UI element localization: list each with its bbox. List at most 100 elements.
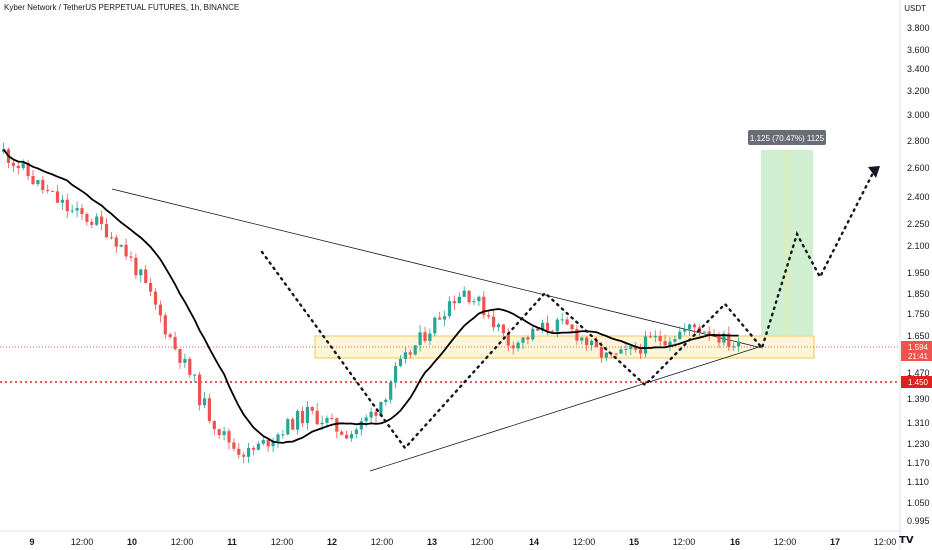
- candle-body: [423, 332, 427, 341]
- candle-body: [207, 398, 211, 422]
- tradingview-logo[interactable]: TV: [899, 535, 914, 546]
- time-tick-label: 13: [427, 537, 437, 547]
- candle-body: [722, 333, 726, 343]
- candle-body: [707, 331, 711, 334]
- lower-trendline[interactable]: [369, 345, 763, 472]
- candle-body: [590, 340, 594, 346]
- candle-body: [349, 434, 354, 439]
- candle-body: [648, 336, 652, 338]
- candle-body: [296, 411, 300, 430]
- candle-body: [428, 333, 432, 341]
- candle-body: [702, 331, 706, 333]
- moving-average-line: [2, 148, 739, 444]
- candle-body: [153, 291, 158, 305]
- candle-body: [41, 180, 45, 190]
- candle-body: [555, 319, 559, 332]
- time-tick-label: 12:00: [471, 537, 494, 547]
- candle-body: [178, 349, 182, 363]
- candle-body: [394, 366, 398, 383]
- candle-body: [139, 269, 143, 276]
- candle-body: [335, 418, 339, 432]
- candle-body: [16, 165, 20, 169]
- candle-body: [144, 269, 148, 283]
- time-tick-label: 12:00: [874, 537, 897, 547]
- candle-body: [251, 447, 256, 450]
- support-price-badge: [901, 376, 932, 388]
- candle-body: [345, 434, 349, 439]
- candle-body: [95, 216, 99, 225]
- candle-body: [183, 358, 187, 363]
- upper-trendline[interactable]: [111, 188, 763, 349]
- candle-body: [70, 210, 74, 212]
- candle-body: [75, 208, 79, 211]
- projection-path[interactable]: [260, 167, 877, 450]
- price-tick-label: 1.850: [907, 289, 930, 299]
- candle-body: [457, 296, 461, 304]
- candle-body: [683, 329, 687, 332]
- candle-body: [487, 315, 491, 317]
- candle-body: [129, 256, 133, 258]
- candle-body: [310, 406, 314, 411]
- candle-body: [492, 316, 496, 328]
- time-tick-label: 16: [730, 537, 740, 547]
- support-price-value: 1.450: [908, 378, 929, 387]
- candle-body: [237, 448, 241, 455]
- candle-body: [261, 440, 265, 444]
- candle-body: [447, 301, 452, 317]
- candle-body: [653, 336, 657, 338]
- candle-body: [516, 342, 520, 349]
- candle-body: [369, 411, 373, 418]
- candle-body: [472, 301, 476, 303]
- time-tick-label: 12:00: [271, 537, 294, 547]
- candle-body: [384, 399, 388, 402]
- currency-label: USDT: [904, 4, 926, 13]
- candle-body: [673, 339, 677, 342]
- candle-body: [732, 346, 736, 348]
- candle-body: [634, 346, 638, 350]
- candle-body: [467, 290, 471, 303]
- candle-body: [80, 208, 84, 215]
- candle-body: [379, 401, 383, 416]
- candle-body: [477, 296, 481, 302]
- price-tick-label: 1.110: [907, 477, 929, 487]
- candle-body: [496, 324, 501, 328]
- candle-body: [604, 352, 608, 358]
- candle-body: [11, 162, 15, 166]
- candle-body: [51, 190, 55, 192]
- candle-body: [271, 441, 275, 447]
- price-tick-label: 1.050: [907, 498, 930, 508]
- candle-body: [65, 199, 69, 212]
- candle-body: [688, 324, 692, 330]
- candle-body: [737, 341, 741, 347]
- price-tick-label: 2.400: [907, 192, 930, 202]
- candle-body: [173, 337, 177, 350]
- candle-body: [658, 336, 662, 342]
- candle-body: [198, 374, 202, 406]
- candle-body: [560, 319, 564, 321]
- price-tick-label: 3.200: [907, 86, 930, 96]
- candle-body: [222, 431, 226, 436]
- candle-body: [134, 257, 138, 276]
- candle-body: [325, 417, 329, 423]
- candle-body: [256, 443, 260, 450]
- price-tick-label: 1.390: [907, 394, 930, 404]
- candle-body: [114, 237, 118, 247]
- time-tick-label: 12:00: [673, 537, 696, 547]
- price-tick-label: 1.650: [907, 331, 930, 341]
- candle-body: [663, 341, 667, 346]
- candle-body: [227, 431, 231, 443]
- candle-body: [389, 382, 393, 400]
- time-tick-label: 10: [127, 537, 137, 547]
- candle-body: [511, 345, 515, 349]
- position-label: 1.125 (70.47%) 1125: [750, 134, 825, 143]
- candle-body: [521, 337, 525, 343]
- candle-body: [550, 330, 554, 332]
- price-tick-label: 1.470: [907, 368, 930, 378]
- candle-body: [536, 328, 540, 331]
- candle-body: [242, 454, 246, 457]
- price-axis-ticks: 3.800 3.600 3.400 3.200 3.000 2.800 2.600 2.400…: [907, 23, 930, 526]
- candle-body: [614, 353, 618, 355]
- candle-body: [403, 352, 407, 359]
- candle-body: [46, 189, 50, 191]
